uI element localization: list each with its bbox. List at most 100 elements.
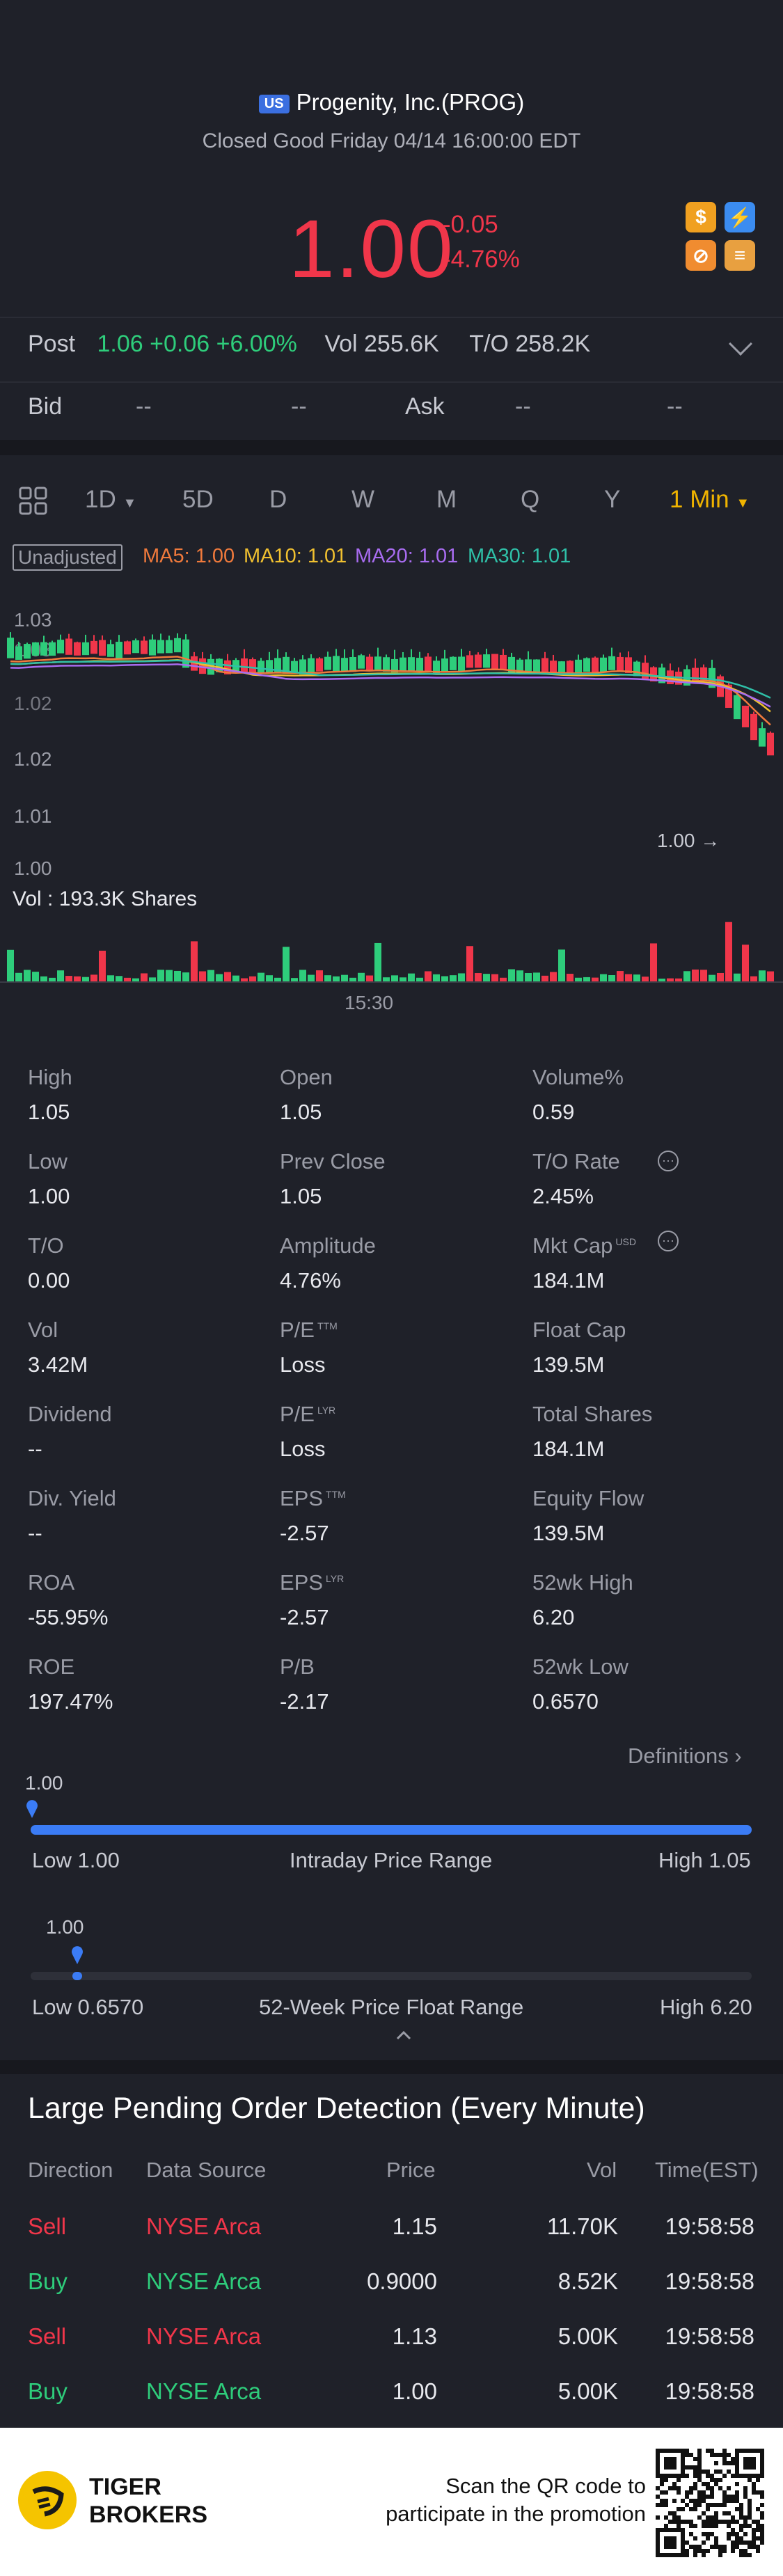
stat-label: P/B: [280, 1654, 315, 1680]
qr-module: [677, 2486, 681, 2490]
qr-module: [756, 2549, 760, 2553]
qr-module: [727, 2524, 731, 2528]
qr-module: [672, 2520, 677, 2524]
qr-module: [672, 2482, 677, 2486]
week52-marker-value: 1.00: [46, 1916, 84, 1938]
qr-module: [731, 2499, 735, 2503]
definitions-link[interactable]: Definitions ›: [628, 1744, 742, 1769]
qr-module: [685, 2541, 689, 2545]
qr-module: [722, 2495, 727, 2499]
qr-module: [722, 2474, 727, 2478]
qr-module: [702, 2482, 706, 2486]
qr-module: [697, 2490, 702, 2495]
stat-label-text: EPS: [280, 1570, 323, 1595]
volume-bar: [400, 977, 406, 981]
stat-label: Float Cap: [532, 1318, 626, 1343]
tab-q[interactable]: Q: [521, 486, 539, 514]
stat-label: EPS LYR: [280, 1570, 344, 1595]
tab-y[interactable]: Y: [604, 486, 620, 514]
candlestick-chart[interactable]: [0, 613, 783, 1002]
volume-bar: [658, 979, 665, 981]
candle-body: [15, 646, 22, 660]
qr-module: [727, 2453, 731, 2457]
qr-module: [697, 2478, 702, 2482]
candle-body: [425, 656, 432, 672]
chevron-down-icon[interactable]: [729, 332, 752, 356]
location-pin-icon: [26, 1800, 38, 1818]
qr-module: [748, 2507, 752, 2511]
qr-module: [693, 2470, 697, 2474]
qr-module: [677, 2507, 681, 2511]
tab-w[interactable]: W: [351, 486, 374, 514]
tab-1min[interactable]: 1 Min ▼: [670, 486, 750, 514]
qr-module: [697, 2545, 702, 2549]
stat-value: 184.1M: [532, 1437, 604, 1462]
stat-label-text: T/O Rate: [532, 1149, 620, 1174]
tab-1d[interactable]: 1D ▼: [85, 486, 136, 514]
candle-body: [157, 640, 164, 654]
qr-module: [693, 2536, 697, 2541]
stat-value: 0.00: [28, 1268, 70, 1293]
qr-module: [693, 2457, 697, 2461]
qr-module: [714, 2515, 718, 2520]
bid-label: Bid: [28, 393, 62, 420]
stat-label: High: [28, 1065, 72, 1090]
flash-icon[interactable]: ⚡: [725, 202, 755, 232]
volume-bar: [675, 979, 682, 981]
info-icon[interactable]: ⋯: [658, 1231, 679, 1251]
volume-bar: [600, 974, 607, 981]
qr-module: [735, 2499, 739, 2503]
dollar-icon[interactable]: $: [686, 202, 716, 232]
qr-code[interactable]: [656, 2449, 764, 2557]
tab-d[interactable]: D: [269, 486, 287, 514]
post-market-row[interactable]: Post 1.06 +0.06 +6.00% Vol 255.6K T/O 25…: [28, 331, 590, 358]
volume-bar: [650, 943, 657, 981]
grid-icon[interactable]: [18, 486, 49, 516]
qr-module: [693, 2553, 697, 2557]
order-direction: Sell: [28, 2213, 132, 2240]
volume-bar: [458, 973, 465, 981]
qr-module: [739, 2541, 743, 2545]
qr-module: [702, 2470, 706, 2474]
tab-m[interactable]: M: [436, 486, 457, 514]
no-short-icon[interactable]: ⊘: [686, 240, 716, 271]
qr-module: [697, 2461, 702, 2465]
volume-bar: [291, 978, 298, 981]
intraday-title: Intraday Price Range: [290, 1848, 492, 1873]
order-vol: 5.00K: [487, 2378, 618, 2405]
qr-module: [710, 2520, 714, 2524]
qr-module: [706, 2503, 710, 2507]
qr-module: [722, 2549, 727, 2553]
candle-body: [592, 658, 599, 672]
stack-icon[interactable]: ≡: [725, 240, 755, 271]
qr-module: [689, 2465, 693, 2470]
volume-bar: [349, 978, 356, 981]
info-icon[interactable]: ⋯: [658, 1151, 679, 1171]
qr-module: [685, 2474, 689, 2478]
qr-module: [660, 2490, 664, 2495]
stat-superscript: USD: [615, 1236, 636, 1247]
qr-module: [752, 2545, 756, 2549]
volume-bar: [157, 970, 164, 981]
volume-bar: [625, 974, 632, 981]
qr-module: [677, 2478, 681, 2482]
qr-module: [681, 2520, 685, 2524]
tab-5d[interactable]: 5D: [182, 486, 214, 514]
candle-body: [441, 658, 448, 672]
unadjusted-toggle[interactable]: Unadjusted: [13, 544, 122, 571]
stat-label-text: P/B: [280, 1654, 315, 1679]
candle-body: [266, 660, 273, 673]
stat-value: --: [28, 1521, 42, 1546]
order-vol: 5.00K: [487, 2323, 618, 2350]
candle-body: [7, 638, 14, 658]
tiger-logo-icon: [18, 2471, 77, 2529]
stat-superscript: TTM: [317, 1320, 338, 1332]
col-time: Time(EST): [655, 2158, 759, 2183]
qr-module: [739, 2536, 743, 2541]
qr-module: [752, 2532, 756, 2536]
chevron-up-icon[interactable]: [395, 2027, 412, 2044]
qr-module: [710, 2495, 714, 2499]
qr-module: [689, 2490, 693, 2495]
promo-footer[interactable]: TIGER BROKERS Scan the QR code to partic…: [0, 2428, 783, 2576]
candle-body: [107, 644, 114, 656]
